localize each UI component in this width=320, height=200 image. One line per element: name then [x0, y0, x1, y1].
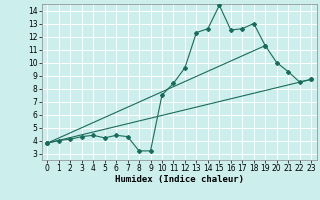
X-axis label: Humidex (Indice chaleur): Humidex (Indice chaleur) [115, 175, 244, 184]
